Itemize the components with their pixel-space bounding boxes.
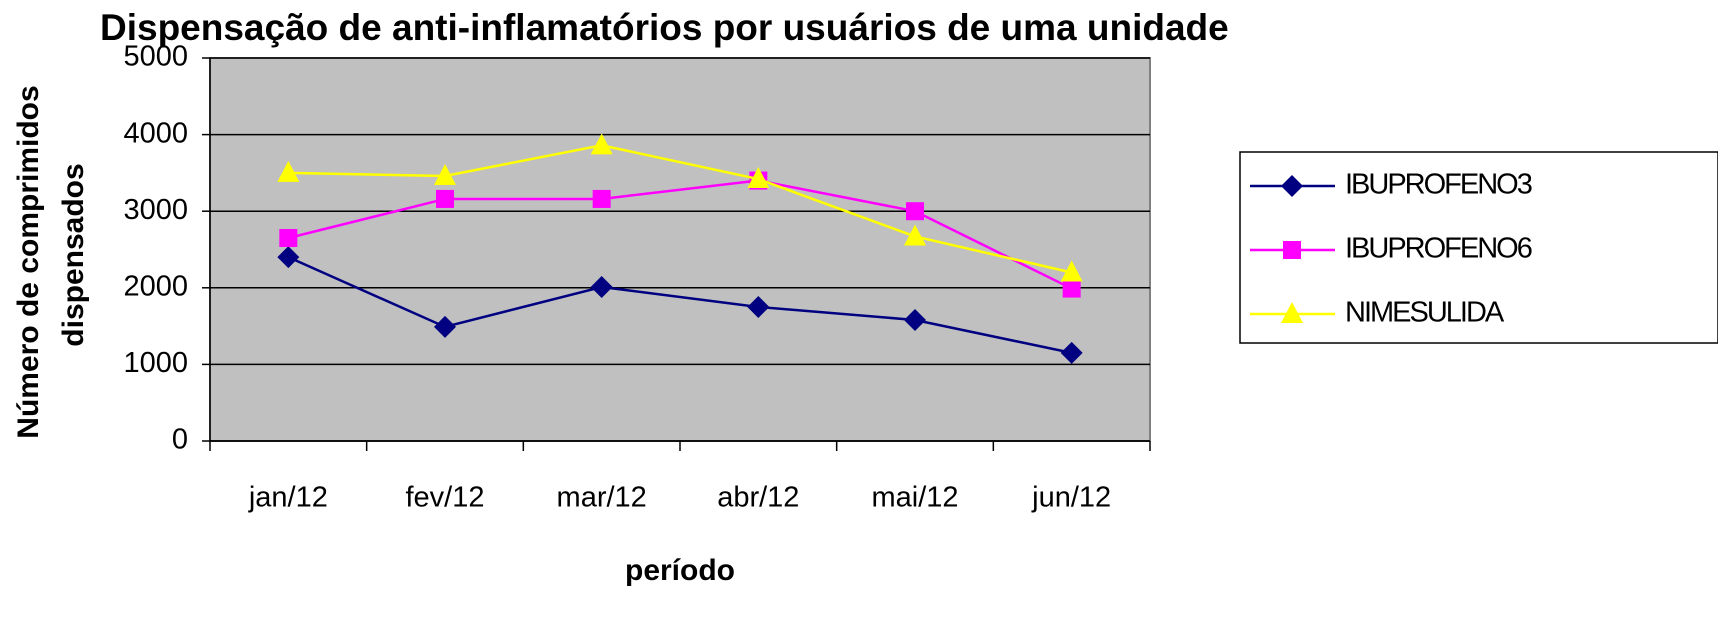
marker bbox=[906, 202, 924, 221]
legend-box bbox=[1239, 151, 1718, 344]
marker bbox=[590, 276, 613, 299]
marker bbox=[434, 163, 456, 185]
marker bbox=[1062, 279, 1081, 298]
chart-title: Dispensação de anti-inflamatórios por us… bbox=[100, 7, 1229, 48]
marker bbox=[1060, 260, 1083, 282]
series-line bbox=[288, 179, 1073, 290]
x-tick-label: jun/12 bbox=[1031, 482, 1111, 514]
marker bbox=[277, 246, 300, 269]
y-tick-label: 1000 bbox=[123, 347, 188, 379]
marker bbox=[747, 295, 770, 318]
y-axis-label: Número de comprimidos bbox=[12, 85, 45, 438]
marker bbox=[592, 189, 611, 208]
x-tick-label: mai/12 bbox=[871, 482, 958, 514]
x-axis-label: período bbox=[625, 554, 735, 587]
series-line bbox=[287, 256, 1072, 355]
y-tick-label: 3000 bbox=[123, 194, 188, 226]
marker bbox=[277, 160, 300, 182]
legend-marker bbox=[1283, 241, 1301, 259]
x-tick-label: abr/12 bbox=[717, 482, 799, 514]
x-tick-label: mar/12 bbox=[557, 482, 647, 514]
marker bbox=[434, 315, 456, 338]
plot-area bbox=[209, 57, 1151, 442]
y-tick-label: 2000 bbox=[123, 270, 188, 302]
marker bbox=[590, 133, 613, 155]
marker bbox=[1060, 341, 1083, 364]
marker bbox=[747, 167, 770, 189]
y-tick-label: 0 bbox=[172, 424, 188, 456]
legend-label: IBUPROFENO3 bbox=[1345, 169, 1532, 201]
marker bbox=[436, 189, 454, 208]
y-tick-label: 5000 bbox=[123, 41, 188, 73]
legend-marker bbox=[1281, 175, 1303, 197]
y-tick-label: 4000 bbox=[123, 117, 188, 149]
marker bbox=[904, 224, 926, 246]
legend-marker bbox=[1281, 302, 1303, 323]
series-line bbox=[288, 144, 1072, 274]
x-tick-label: jan/12 bbox=[248, 482, 328, 514]
legend-label: IBUPROFENO6 bbox=[1345, 233, 1532, 265]
legend-label: NIMESULIDA bbox=[1345, 297, 1505, 329]
y-axis-label: dispensados bbox=[57, 163, 90, 346]
x-tick-label: fev/12 bbox=[406, 482, 485, 514]
marker bbox=[904, 308, 926, 331]
marker bbox=[279, 229, 298, 248]
